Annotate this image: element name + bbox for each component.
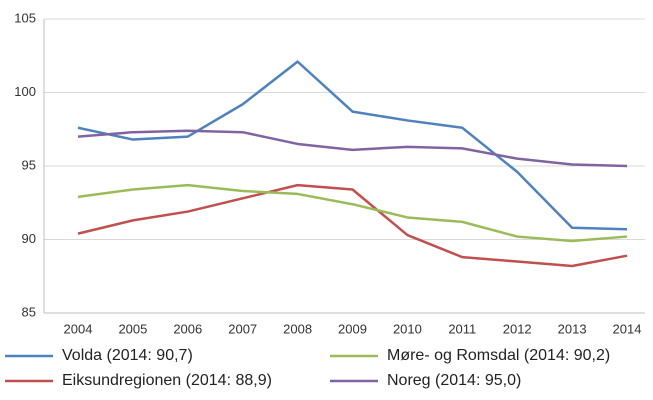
y-tick-label: 95 xyxy=(22,157,36,172)
x-tick-label: 2004 xyxy=(64,321,93,336)
legend-label: Møre- og Romsdal (2014: 90,2) xyxy=(387,347,610,364)
x-tick-label: 2013 xyxy=(558,321,587,336)
x-tick-label: 2014 xyxy=(613,321,642,336)
y-tick-label: 105 xyxy=(14,10,36,25)
x-tick-label: 2006 xyxy=(173,321,202,336)
y-tick-label: 100 xyxy=(14,84,36,99)
legend-label: Eiksundregionen (2014: 88,9) xyxy=(62,372,272,389)
x-tick-label: 2005 xyxy=(118,321,147,336)
x-tick-label: 2011 xyxy=(448,321,476,336)
series-line xyxy=(77,129,628,168)
legend-label: Noreg (2014: 95,0) xyxy=(387,372,521,389)
x-tick-label: 2012 xyxy=(503,321,532,336)
series-line xyxy=(77,60,628,231)
series-line xyxy=(77,183,628,243)
x-tick-label: 2008 xyxy=(283,321,312,336)
y-tick-label: 85 xyxy=(22,304,36,319)
x-tick-label: 2010 xyxy=(393,321,422,336)
series-line xyxy=(77,183,628,268)
y-tick-label: 90 xyxy=(22,231,36,246)
x-tick-label: 2009 xyxy=(338,321,367,336)
x-tick-label: 2007 xyxy=(228,321,257,336)
legend-label: Volda (2014: 90,7) xyxy=(62,347,193,364)
